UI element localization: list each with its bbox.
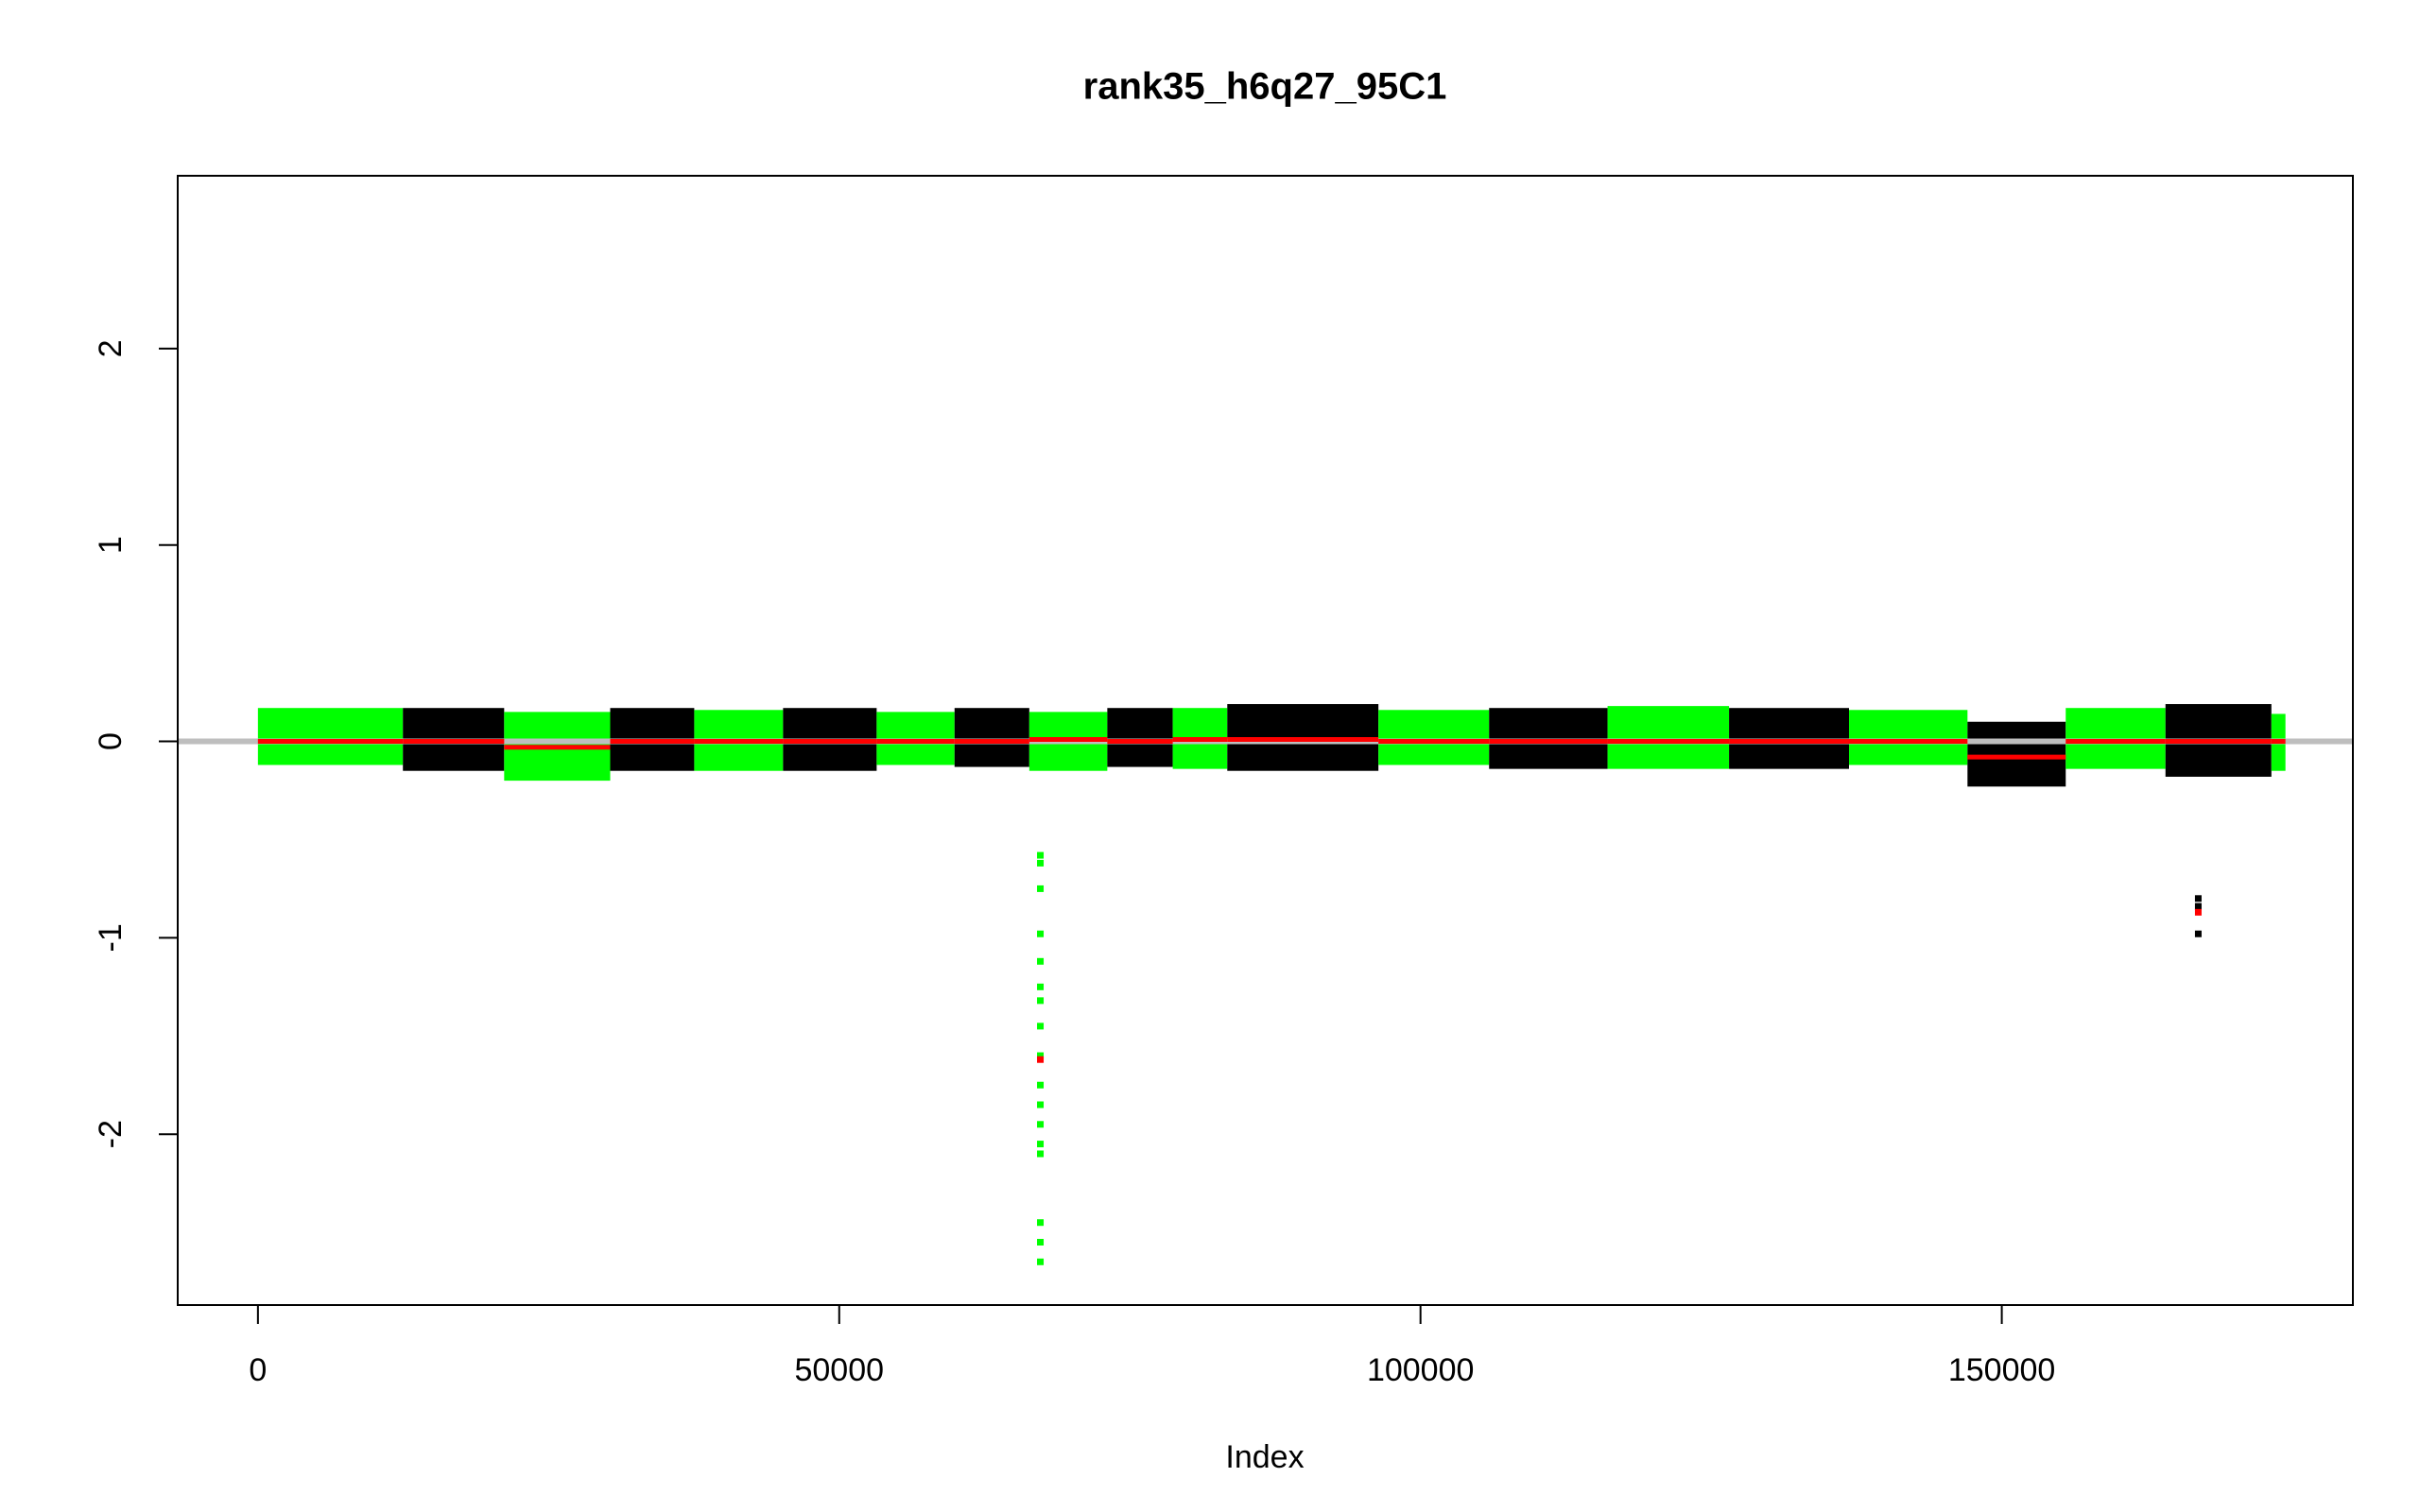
x-axis-label: Index xyxy=(1225,1439,1304,1475)
y-tick-label: 2 xyxy=(93,339,129,357)
point xyxy=(2194,930,2202,937)
point xyxy=(1037,1056,1045,1063)
chart-title: rank35_h6q27_95C1 xyxy=(1083,66,1447,108)
point xyxy=(1037,851,1045,859)
point xyxy=(1037,1081,1045,1089)
point-band xyxy=(1967,721,2066,787)
point xyxy=(1037,1022,1045,1030)
point xyxy=(1037,1238,1045,1246)
point xyxy=(1037,983,1045,990)
point-band xyxy=(2066,708,2166,769)
point xyxy=(1037,1121,1045,1128)
point-band xyxy=(1848,710,1968,765)
x-tick-label: 50000 xyxy=(794,1352,884,1388)
point xyxy=(1037,1150,1045,1158)
x-tick-label: 0 xyxy=(249,1352,267,1388)
point xyxy=(1037,1141,1045,1148)
point-band xyxy=(1607,706,1730,769)
point-band xyxy=(257,708,404,765)
y-tick-label: -2 xyxy=(93,1120,129,1148)
point xyxy=(2194,902,2202,910)
point xyxy=(2194,908,2202,916)
point-band xyxy=(1489,708,1608,769)
point xyxy=(1037,930,1045,937)
point-band xyxy=(954,708,1029,767)
point-band xyxy=(1107,708,1173,767)
point xyxy=(1037,1219,1045,1227)
point-band xyxy=(876,712,955,765)
point xyxy=(1037,885,1045,892)
y-tick-label: 0 xyxy=(93,732,129,750)
point xyxy=(1037,1101,1045,1108)
point xyxy=(1037,957,1045,965)
point xyxy=(1037,997,1045,1005)
x-tick-label: 150000 xyxy=(1948,1352,2055,1388)
point xyxy=(1037,1258,1045,1265)
y-tick-label: -1 xyxy=(93,923,129,952)
y-tick-label: 1 xyxy=(93,536,129,554)
point xyxy=(2194,895,2202,902)
point-band xyxy=(1378,710,1490,765)
x-tick-label: 100000 xyxy=(1367,1352,1474,1388)
point xyxy=(1037,1052,1045,1059)
point-band xyxy=(1729,708,1849,769)
point xyxy=(1037,859,1045,867)
